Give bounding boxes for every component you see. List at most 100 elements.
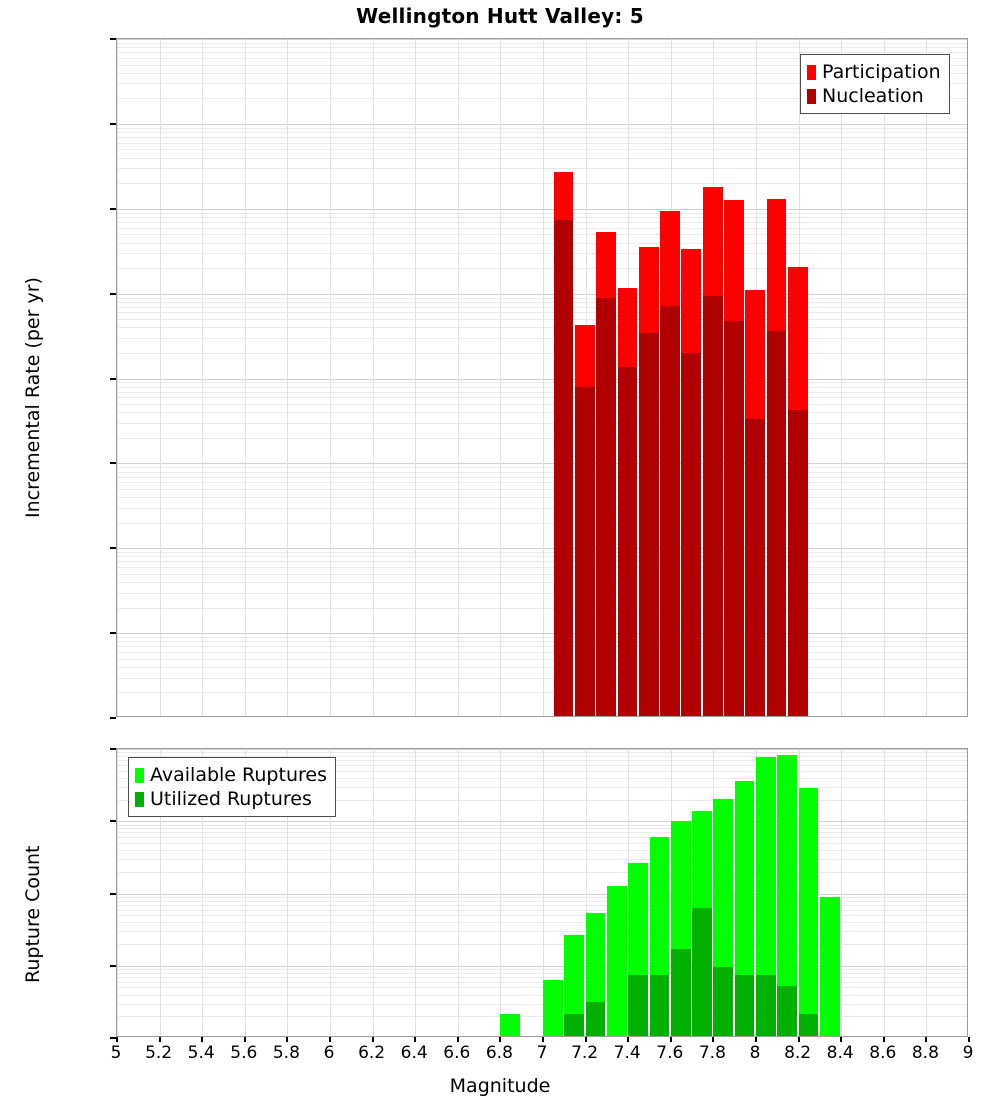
x-axis-tick-label: 9	[962, 1043, 974, 1063]
gridline	[117, 987, 967, 988]
gridline-vertical	[245, 749, 246, 1036]
bar-segment	[617, 366, 638, 716]
gridline	[117, 302, 967, 303]
gridline	[117, 243, 967, 244]
gridline-vertical	[117, 39, 118, 716]
bar	[596, 232, 617, 716]
legend-swatch-icon	[807, 88, 816, 104]
gridline	[117, 294, 967, 295]
x-axis-tick-mark	[372, 1037, 374, 1042]
gridline	[117, 52, 967, 53]
y-axis-tick-mark	[110, 965, 116, 967]
bar-segment	[681, 352, 702, 716]
bar-segment	[660, 305, 680, 716]
x-axis-tick-mark	[755, 1037, 757, 1042]
gridline	[117, 800, 967, 801]
bar-segment	[734, 974, 755, 1036]
gridline	[117, 438, 967, 439]
gridline	[117, 905, 967, 906]
x-axis-tick-mark	[925, 1037, 927, 1042]
gridline	[117, 872, 967, 873]
bar-segment	[649, 974, 670, 1036]
gridline	[117, 894, 967, 895]
gridline-vertical	[330, 39, 331, 716]
bar	[574, 325, 595, 716]
gridline	[117, 149, 967, 150]
gridline-vertical	[202, 749, 203, 1036]
gridline	[117, 412, 967, 413]
y-axis-tick-mark	[110, 208, 116, 210]
gridline	[117, 760, 967, 761]
gridline-vertical	[926, 749, 927, 1036]
bar-segment	[745, 418, 766, 716]
gridline-vertical	[458, 39, 459, 716]
gridline-vertical	[500, 39, 501, 716]
gridline	[117, 124, 967, 125]
bar	[756, 757, 776, 1036]
gridline-vertical	[926, 39, 927, 716]
bar-segment	[756, 974, 776, 1036]
y-axis-tick-mark	[110, 462, 116, 464]
bar-segment	[670, 949, 691, 1036]
bar	[692, 811, 712, 1036]
gridline	[117, 692, 967, 693]
gridline	[117, 83, 967, 84]
bar-segment	[553, 219, 574, 716]
gridline	[117, 944, 967, 945]
gridline	[117, 749, 967, 750]
x-axis-tick-label: 7.8	[698, 1043, 726, 1063]
x-axis-tick-label: 7.4	[613, 1043, 641, 1063]
bar	[617, 288, 638, 716]
legend-swatch-icon	[135, 791, 144, 807]
gridline	[117, 756, 967, 757]
bar	[777, 754, 798, 1036]
gridline-vertical	[160, 39, 161, 716]
bar	[564, 935, 585, 1036]
bar-segment	[702, 296, 723, 716]
gridline	[117, 234, 967, 235]
gridline	[117, 338, 967, 339]
gridline	[117, 652, 967, 653]
bar-segment	[713, 967, 734, 1036]
x-axis-tick-mark	[712, 1037, 714, 1042]
bar	[702, 187, 723, 716]
gridline	[117, 183, 967, 184]
bar	[713, 799, 734, 1036]
bar	[798, 788, 819, 1036]
top-legend: Participation Nucleation	[800, 54, 950, 114]
legend-item: Participation	[807, 60, 941, 84]
x-axis-tick-mark	[968, 1037, 970, 1042]
x-axis-tick-mark	[627, 1037, 629, 1042]
gridline	[117, 312, 967, 313]
gridline-vertical	[245, 39, 246, 716]
bar-segment	[798, 1014, 819, 1036]
gridline	[117, 828, 967, 829]
gridline	[117, 859, 967, 860]
gridline	[117, 489, 967, 490]
gridline	[117, 556, 967, 557]
legend-swatch-icon	[135, 767, 144, 783]
gridline	[117, 567, 967, 568]
gridline	[117, 128, 967, 129]
gridline	[117, 307, 967, 308]
gridline-vertical	[287, 39, 288, 716]
gridline	[117, 659, 967, 660]
gridline	[117, 387, 967, 388]
gridline-vertical	[500, 749, 501, 1036]
gridline	[117, 915, 967, 916]
bar	[787, 267, 808, 716]
legend-swatch-icon	[807, 64, 816, 80]
gridline-vertical	[884, 749, 885, 1036]
bar	[649, 837, 670, 1036]
gridline	[117, 508, 967, 509]
bar	[628, 862, 648, 1036]
bar-segment	[777, 985, 798, 1036]
x-axis-tick-mark	[457, 1037, 459, 1042]
gridline	[117, 901, 967, 902]
x-axis-tick-label: 5.6	[230, 1043, 258, 1063]
gridline-vertical	[330, 749, 331, 1036]
gridline-vertical	[543, 749, 544, 1036]
gridline	[117, 910, 967, 911]
bar	[734, 780, 755, 1036]
